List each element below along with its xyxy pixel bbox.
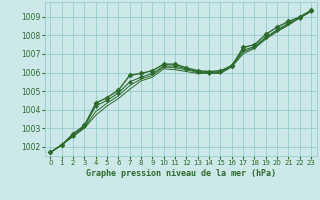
X-axis label: Graphe pression niveau de la mer (hPa): Graphe pression niveau de la mer (hPa): [86, 169, 276, 178]
